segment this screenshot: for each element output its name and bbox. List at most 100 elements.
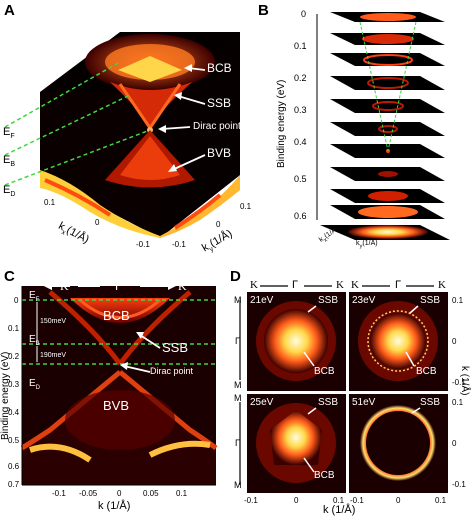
d-gamma-2: Γ: [395, 279, 402, 291]
d-k-right-2: K: [438, 279, 446, 291]
d-side-gamma: Γ: [235, 336, 240, 346]
a-dirac-label: Dirac point: [193, 121, 241, 132]
panel-b: [316, 12, 450, 240]
d-side-m: M: [234, 380, 242, 390]
a-ky-tick: -0.1: [172, 240, 186, 249]
d-xlabel: k (1/Å): [323, 504, 356, 516]
c-k-right: K: [178, 279, 187, 293]
c-xtick: 0.1: [176, 489, 188, 498]
d-k-right-1: K: [336, 279, 344, 291]
b-ytick: 0.1: [294, 41, 307, 51]
ed-dashed-line: [4, 129, 151, 186]
c-ssb-label: SSB: [162, 340, 189, 355]
c-ytick: 0.1: [8, 324, 20, 333]
d-ytick: 0: [452, 337, 457, 346]
d-ytick: -0.1: [452, 378, 466, 387]
eb-dashed-line: [4, 94, 131, 156]
d-ytick: -0.1: [452, 480, 466, 489]
c-ytick: 0.4: [8, 408, 20, 417]
c-dirac-label: Dirac point: [150, 366, 194, 376]
d-energy-25: 25eV: [250, 397, 274, 408]
c-xtick: 0: [117, 489, 122, 498]
d-23ev-bcb: [370, 313, 426, 369]
a-ky-tick: 0: [216, 220, 221, 229]
c-ed-label: ED: [29, 378, 41, 391]
d-ssb-23: SSB: [420, 295, 441, 306]
ef-dashed-line: [4, 61, 121, 128]
a-kx-tick: 0.1: [44, 198, 56, 207]
bvb-left-band: [40, 170, 160, 238]
d-ytick: 0.1: [452, 398, 464, 407]
b-ylabel: Binding energy (eV): [276, 79, 287, 168]
d-bcb-25: BCB: [314, 470, 335, 481]
d-xtick: 0: [294, 496, 299, 505]
d-side-gamma: Γ: [235, 438, 240, 448]
b-ytick: 0.5: [294, 174, 307, 184]
c-bcb-label: BCB: [103, 308, 130, 323]
d-23ev-ssb-ring: [367, 310, 429, 372]
d-energy-23: 23eV: [352, 295, 376, 306]
d-xtick: 0.1: [333, 496, 345, 505]
panel-c-letter: C: [4, 268, 15, 285]
c-bcb-band: [70, 298, 170, 323]
cube-left-face: [40, 92, 160, 238]
d-xtick: -0.1: [244, 496, 258, 505]
a-bcb-label: BCB: [207, 61, 232, 75]
d-energy-51: 51eV: [352, 397, 376, 408]
fermi-plane-bright: [118, 56, 182, 82]
d-ytick: 0.1: [452, 296, 464, 305]
c-ytick: 0.5: [8, 436, 20, 445]
c-gap-150: 150meV: [40, 318, 67, 325]
a-kx-tick: 0: [95, 218, 100, 227]
c-xlabel: k (1/Å): [98, 500, 131, 512]
panel-a-letter: A: [4, 2, 15, 19]
c-xtick: -0.05: [79, 489, 98, 498]
c-ytick: 0: [14, 296, 19, 305]
d-xtick: -0.1: [350, 496, 364, 505]
a-ky-tick: 0.1: [240, 202, 252, 211]
bvb-right-band: [160, 175, 240, 238]
d-21ev-bcb: [264, 309, 328, 373]
c-ytick: 0.2: [8, 352, 20, 361]
b-ky-label: ky(1/Å): [356, 240, 378, 250]
c-xtick: -0.1: [52, 489, 66, 498]
b-ytick: 0: [301, 9, 307, 19]
panel-d: [239, 285, 448, 493]
d-side-m: M: [234, 393, 242, 403]
d-k-left-1: K: [250, 279, 258, 291]
d-ytick: 0: [452, 439, 457, 448]
panel-a: [4, 32, 240, 238]
d-energy-21: 21eV: [250, 295, 274, 306]
c-k-left: K: [60, 279, 69, 293]
c-gamma: Γ: [115, 279, 122, 293]
c-ytick: 0.7: [8, 480, 20, 489]
d-side-m: M: [234, 295, 242, 305]
b-slices: [320, 12, 450, 240]
c-xtick: 0.05: [143, 489, 159, 498]
d-bcb-23: BCB: [416, 366, 437, 377]
a-ef-label: EF: [3, 126, 15, 141]
d-ssb-51: SSB: [420, 397, 441, 408]
d-bcb-21: BCB: [314, 366, 335, 377]
d-side-m: M: [234, 480, 242, 490]
a-kx-tick: -0.1: [136, 240, 150, 249]
d-xtick: 0: [396, 496, 401, 505]
d-25ev-bcb: [270, 410, 322, 465]
b-ytick: 0.4: [294, 137, 307, 147]
c-gap-190: 190meV: [40, 352, 67, 359]
panel-d-letter: D: [230, 268, 241, 285]
d-ssb-25: SSB: [318, 397, 339, 408]
c-ytick: 0.3: [8, 380, 20, 389]
a-eb-label: EB: [3, 154, 16, 169]
a-bvb-label: BVB: [207, 146, 232, 160]
b-ytick: 0.6: [294, 211, 307, 221]
c-ylabel: Binding energy (eV): [0, 351, 11, 440]
c-eb-label: EB: [29, 334, 40, 347]
d-ssb-21: SSB: [318, 295, 339, 306]
c-ytick: 0.6: [8, 462, 20, 471]
d-gamma-1: Γ: [292, 279, 299, 291]
d-xtick: 0.1: [435, 496, 447, 505]
d-ylabel: k (1/Å): [459, 366, 470, 396]
panel-b-letter: B: [258, 2, 269, 19]
